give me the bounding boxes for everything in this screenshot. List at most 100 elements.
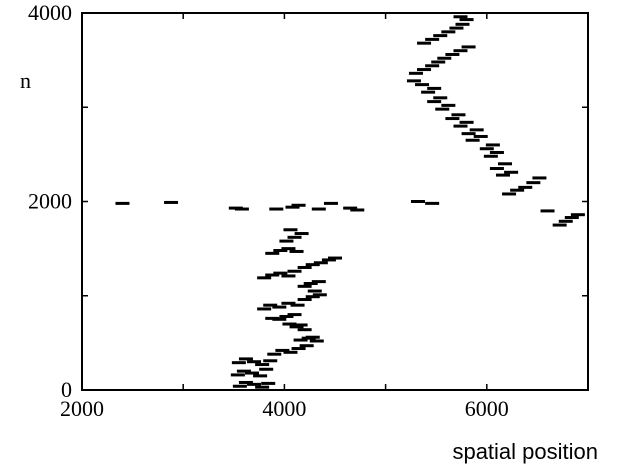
data-point bbox=[425, 37, 440, 41]
data-point bbox=[504, 170, 519, 174]
data-point bbox=[297, 265, 312, 269]
data-point bbox=[236, 369, 251, 373]
data-point bbox=[267, 352, 282, 356]
y-axis-title: n bbox=[20, 68, 31, 93]
data-point bbox=[273, 271, 288, 275]
data-point bbox=[234, 207, 249, 211]
data-point bbox=[489, 167, 504, 171]
data-point bbox=[465, 138, 480, 142]
data-point bbox=[309, 339, 324, 343]
data-point bbox=[459, 18, 474, 22]
data-point bbox=[421, 90, 436, 94]
data-point bbox=[297, 298, 312, 302]
data-point bbox=[350, 208, 365, 212]
data-point bbox=[410, 200, 425, 203]
data-point bbox=[564, 216, 579, 220]
data-point bbox=[473, 134, 488, 138]
data-point bbox=[437, 56, 452, 60]
data-point bbox=[293, 323, 308, 327]
data-point bbox=[510, 188, 525, 192]
data-point bbox=[489, 150, 504, 154]
data-point bbox=[425, 64, 440, 68]
data-point bbox=[279, 314, 294, 318]
data-point bbox=[287, 235, 302, 239]
data-point bbox=[265, 251, 280, 255]
data-point bbox=[255, 363, 270, 367]
data-point bbox=[455, 22, 470, 26]
x-axis-title: spatial position bbox=[452, 439, 598, 464]
data-point bbox=[272, 317, 287, 321]
data-point bbox=[449, 26, 464, 30]
data-point bbox=[311, 280, 326, 284]
y-tick-label: 4000 bbox=[28, 0, 72, 25]
data-point bbox=[453, 124, 468, 128]
data-point bbox=[283, 350, 298, 354]
data-point bbox=[453, 49, 468, 53]
data-point bbox=[461, 45, 476, 49]
data-point bbox=[526, 181, 541, 185]
data-point bbox=[483, 154, 498, 158]
data-point bbox=[291, 347, 306, 351]
data-point bbox=[297, 328, 312, 332]
data-point bbox=[498, 162, 513, 166]
data-point bbox=[427, 100, 442, 104]
data-point bbox=[289, 249, 304, 253]
data-point bbox=[279, 239, 294, 243]
data-point bbox=[293, 338, 308, 342]
data-marks bbox=[115, 15, 585, 389]
data-point bbox=[479, 147, 494, 151]
data-point bbox=[282, 322, 297, 326]
data-point bbox=[328, 256, 342, 260]
y-tick-label: 2000 bbox=[28, 189, 72, 214]
data-point bbox=[552, 223, 567, 227]
data-point bbox=[245, 371, 260, 375]
data-point bbox=[299, 344, 314, 348]
data-point bbox=[303, 281, 318, 285]
data-point bbox=[305, 295, 320, 299]
data-point bbox=[461, 132, 476, 136]
data-point bbox=[417, 68, 432, 72]
axis-ticks bbox=[81, 12, 589, 391]
data-point bbox=[272, 305, 287, 309]
data-point bbox=[558, 219, 573, 223]
data-point bbox=[540, 209, 555, 213]
data-point bbox=[115, 201, 130, 205]
data-point bbox=[495, 173, 510, 177]
x-tick-label: 2000 bbox=[60, 396, 104, 421]
data-point bbox=[287, 313, 302, 317]
data-point bbox=[285, 205, 300, 209]
data-point bbox=[408, 71, 423, 75]
data-point bbox=[445, 52, 460, 56]
data-point bbox=[289, 325, 304, 329]
data-point bbox=[269, 207, 284, 211]
data-point bbox=[305, 263, 320, 267]
data-point bbox=[287, 269, 302, 273]
data-point bbox=[532, 176, 547, 180]
data-point bbox=[232, 384, 247, 388]
data-point bbox=[445, 117, 460, 121]
data-point bbox=[247, 382, 262, 386]
data-point bbox=[453, 15, 468, 19]
data-point bbox=[441, 30, 456, 34]
plot-frame bbox=[81, 12, 589, 391]
data-point bbox=[570, 213, 585, 217]
data-point bbox=[417, 41, 432, 45]
data-point bbox=[297, 284, 312, 288]
data-point bbox=[257, 307, 272, 311]
data-point bbox=[415, 83, 430, 87]
data-point bbox=[265, 273, 280, 277]
data-point bbox=[343, 206, 358, 210]
data-point bbox=[294, 232, 309, 236]
data-point bbox=[253, 374, 268, 378]
data-point bbox=[427, 86, 442, 90]
data-point bbox=[230, 373, 245, 377]
data-point bbox=[238, 357, 253, 361]
data-point bbox=[257, 276, 272, 280]
data-point bbox=[247, 360, 262, 364]
data-point bbox=[273, 249, 288, 253]
data-point bbox=[290, 303, 305, 307]
data-point bbox=[255, 385, 270, 389]
data-point bbox=[263, 359, 278, 363]
